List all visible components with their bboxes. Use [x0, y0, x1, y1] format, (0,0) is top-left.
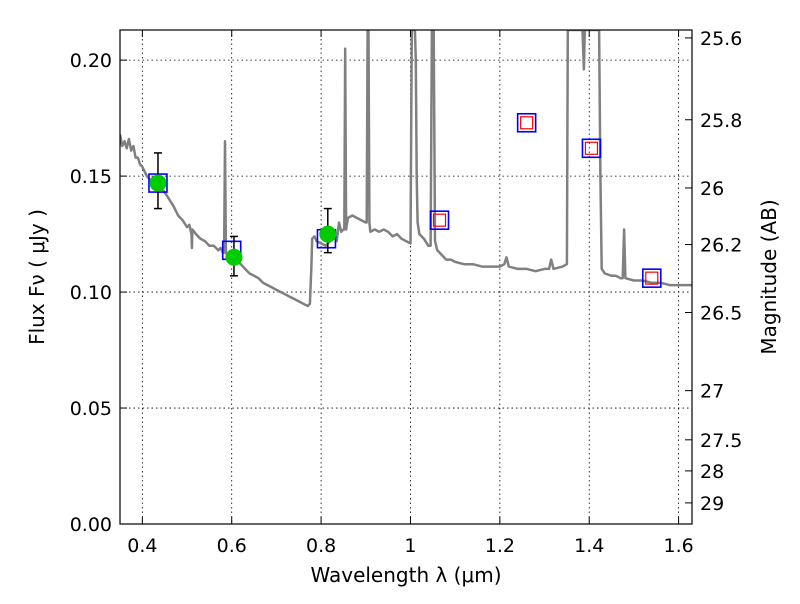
y-tick-label: 0.20 [70, 50, 112, 72]
y2-tick-label: 29 [700, 493, 724, 515]
model-flux-square [641, 268, 662, 288]
x-tick-label: 1.2 [485, 535, 515, 557]
y-tick-label: 0.10 [70, 282, 112, 304]
y2-tick-label: 26.2 [700, 235, 742, 257]
model-flux-inner-square [645, 271, 659, 285]
model-flux-inner-square [584, 141, 599, 155]
x-tick-label: 0.6 [217, 535, 247, 557]
y2-tick-label: 27.5 [700, 430, 742, 452]
y-axis-label: Flux Fν ( μJy ) [25, 209, 49, 345]
y-tick-label: 0.05 [70, 398, 112, 420]
y2-axis-label: Magnitude (AB) [757, 199, 781, 354]
y2-tick-label: 26.5 [700, 302, 742, 324]
x-tick-label: 1.6 [663, 535, 693, 557]
plot-area [120, 30, 692, 308]
y2-tick-label: 25.8 [700, 110, 742, 132]
y2-tick-label: 25.6 [700, 28, 742, 50]
axes-frame [119, 29, 693, 525]
model-flux-square [516, 112, 537, 133]
y2-tick-label: 28 [700, 461, 724, 483]
y2-tick-label: 26 [700, 178, 724, 200]
model-flux-inner-square [520, 116, 534, 130]
x-tick-label: 1.4 [574, 535, 604, 557]
model-flux-inner-square [432, 213, 447, 227]
observed-flux-point [319, 225, 337, 243]
x-axis-label: Wavelength λ (μm) [310, 563, 501, 587]
ticks: 0.4 0.6 0.8 1 1.2 1.4 1.6 0.00 0.05 0.10 0.15 0.20 2… [70, 28, 743, 557]
y-tick-label: 0.00 [70, 514, 112, 536]
template-spectrum-line [120, 30, 692, 308]
observed-flux-point [149, 174, 167, 192]
model-flux-square [429, 210, 450, 230]
grid [120, 30, 692, 525]
model-flux-square [581, 138, 602, 159]
x-tick-label: 0.4 [127, 535, 157, 557]
x-tick-label: 1 [404, 535, 416, 557]
observed-flux-point [225, 248, 243, 266]
y-tick-label: 0.15 [70, 166, 112, 188]
x-tick-label: 0.8 [306, 535, 336, 557]
y2-tick-label: 27 [700, 381, 724, 403]
